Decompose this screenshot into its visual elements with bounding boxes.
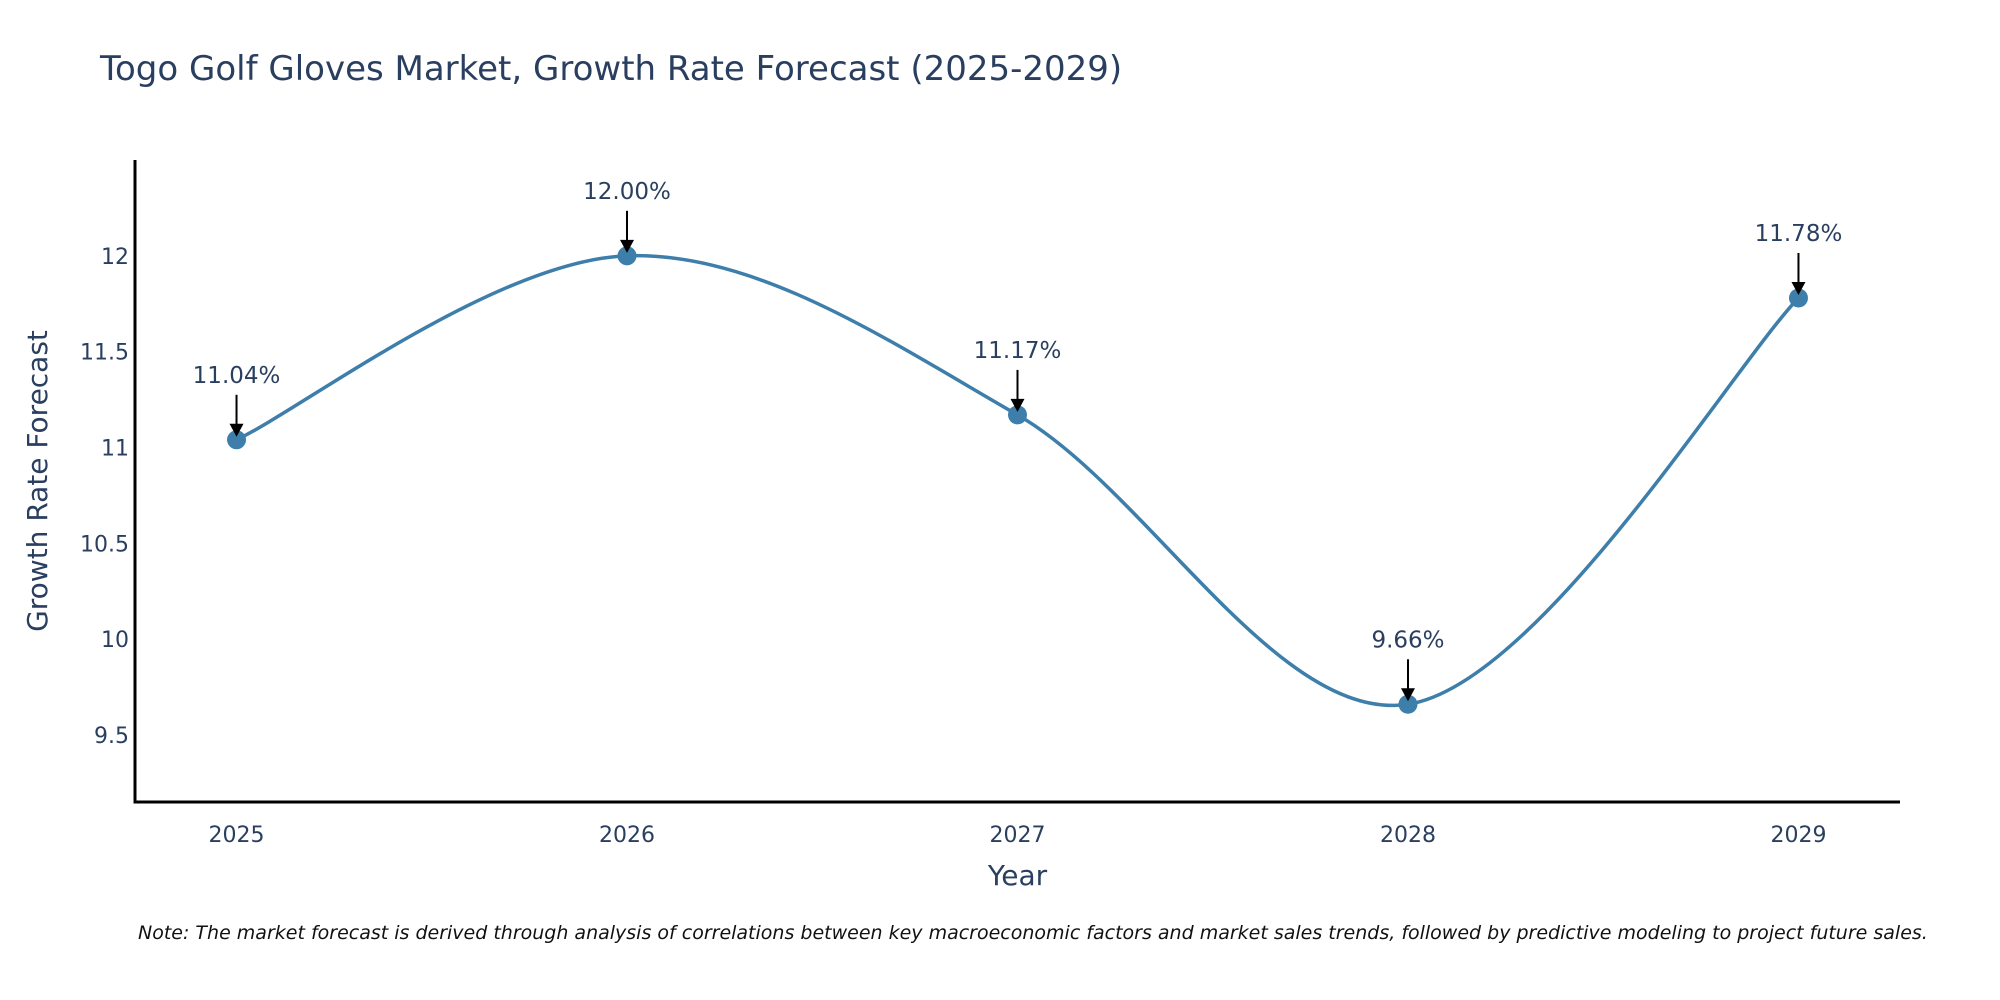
data-point-2027 <box>1008 405 1027 425</box>
y-tick-label: 11.5 <box>80 341 129 366</box>
data-point-2026 <box>617 246 637 266</box>
data-annotations: 11.04% 12.00% 11.17% 9.66% 11.78% <box>193 179 1843 702</box>
y-tick-label: 9.5 <box>94 724 129 749</box>
annotation-arrow-head <box>229 423 244 437</box>
data-point-2029 <box>1788 288 1808 308</box>
data-label-2029: 11.78% <box>1755 221 1843 247</box>
annotation-arrow-head <box>1791 281 1806 295</box>
x-tick-label: 2026 <box>599 823 655 848</box>
data-markers <box>227 246 1808 714</box>
data-label-2028: 9.66% <box>1371 627 1444 653</box>
y-tick-label: 10.5 <box>80 532 129 557</box>
x-tick-label: 2029 <box>1770 823 1826 848</box>
y-tick-label: 12 <box>101 245 129 270</box>
y-tick-label: 10 <box>101 628 129 653</box>
forecast-note: Note: The market forecast is derived thr… <box>138 922 1928 944</box>
y-tick-label: 11 <box>101 436 129 461</box>
chart-title: Togo Golf Gloves Market, Growth Rate For… <box>99 49 1122 89</box>
y-axis-ticks: 9.5 10 10.5 11 11.5 12 <box>80 245 129 749</box>
x-tick-label: 2025 <box>209 823 265 848</box>
annotation-arrow-head <box>1010 398 1025 412</box>
data-point-2025 <box>227 430 247 450</box>
x-tick-label: 2027 <box>990 823 1046 848</box>
annotation-arrow-head <box>620 239 635 253</box>
y-axis-title: Growth Rate Forecast <box>21 330 54 632</box>
data-label-2027: 11.17% <box>974 338 1062 364</box>
data-point-2028 <box>1398 694 1418 714</box>
data-label-2025: 11.04% <box>193 363 281 389</box>
x-tick-label: 2028 <box>1380 823 1436 848</box>
annotation-arrow-head <box>1400 688 1415 702</box>
x-axis-ticks: 2025 2026 2027 2028 2029 <box>209 823 1827 848</box>
data-label-2026: 12.00% <box>583 179 671 205</box>
growth-rate-line <box>235 254 1800 708</box>
x-axis-title: Year <box>987 859 1048 892</box>
